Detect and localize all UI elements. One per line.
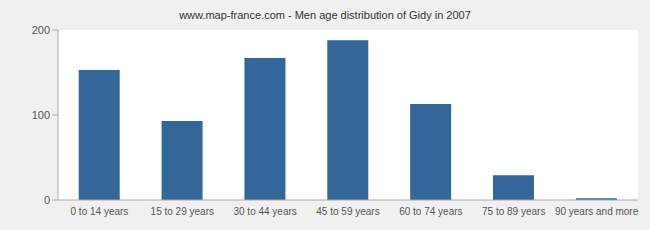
svg-text:90 years and more: 90 years and more bbox=[555, 206, 639, 217]
svg-text:15 to 29 years: 15 to 29 years bbox=[151, 206, 214, 217]
svg-text:60 to 74 years: 60 to 74 years bbox=[399, 206, 462, 217]
svg-text:75 to 89 years: 75 to 89 years bbox=[482, 206, 545, 217]
svg-text:0: 0 bbox=[44, 194, 50, 206]
html-text:www.map-france.com - Men age d: www.map-france.com - Men age distributio… bbox=[179, 9, 471, 21]
svg-text:200: 200 bbox=[32, 24, 50, 36]
svg-text:0 to 14 years: 0 to 14 years bbox=[71, 206, 129, 217]
svg-text:45 to 59 years: 45 to 59 years bbox=[316, 206, 379, 217]
svg-text:30 to 44 years: 30 to 44 years bbox=[233, 206, 296, 217]
svg-text:100: 100 bbox=[32, 109, 50, 121]
